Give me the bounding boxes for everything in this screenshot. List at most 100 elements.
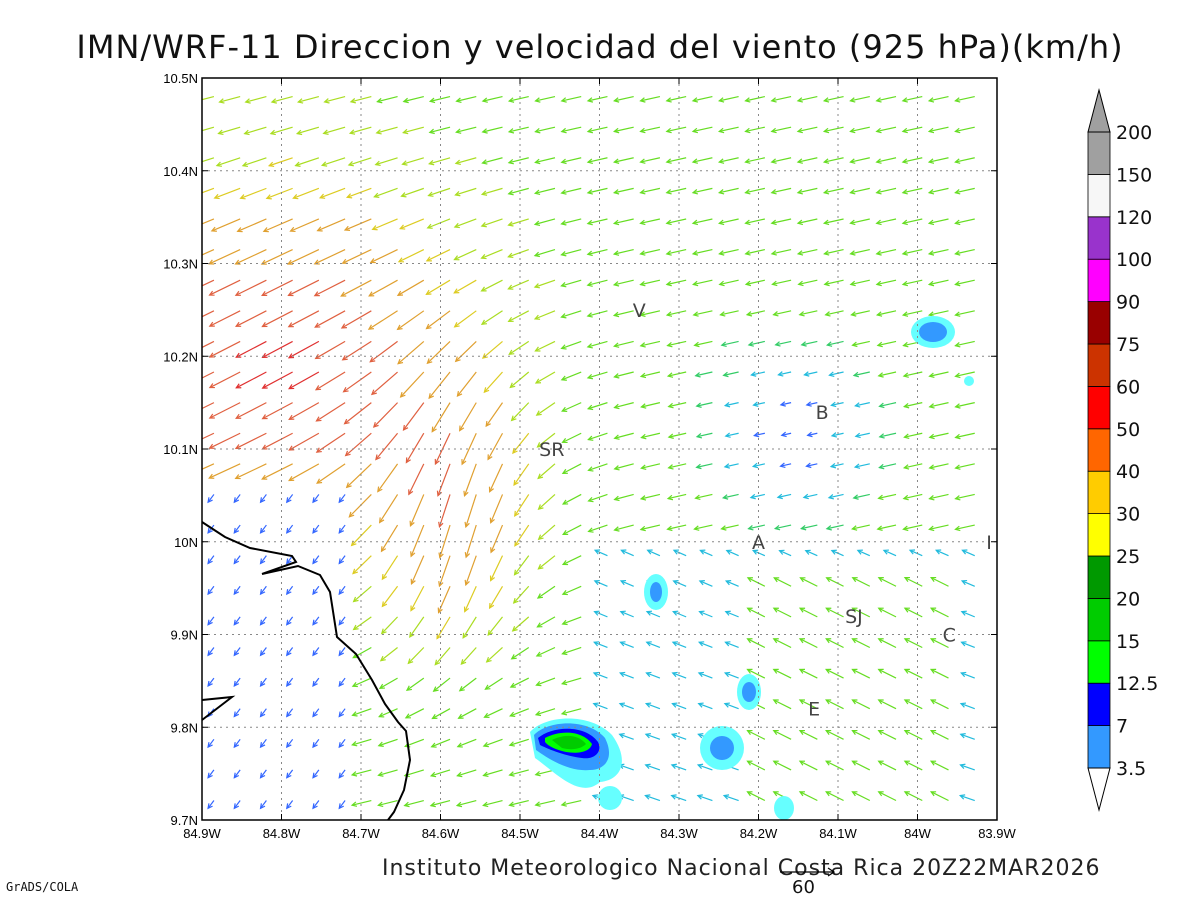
wind-arrow [587,463,608,472]
wind-arrow [312,708,320,718]
wind-arrow [208,249,241,265]
wind-arrow [672,610,687,618]
wind-arrow [927,249,949,256]
wind-arrow [482,799,503,808]
wind-arrow [875,218,897,226]
wind-arrow [856,549,871,557]
lon-tick-label: 83.9W [978,826,1016,841]
wind-arrow [456,371,477,398]
wind-arrow [507,157,529,165]
wind-arrow [825,699,844,710]
wind-arrow [350,769,372,777]
wind-arrow [509,708,529,717]
wind-arrow [772,760,792,771]
wind-arrow [481,157,503,165]
lat-tick-label: 10.1N [163,442,198,457]
wind-arrow [312,585,320,596]
wind-arrow [370,371,398,396]
wind-arrow [369,249,398,264]
wind-arrow [514,494,530,517]
wind-arrow [261,371,293,389]
wind-arrow [772,310,792,317]
wind-arrow [849,249,870,256]
wind-arrow [805,462,818,469]
wind-arrow [672,549,687,557]
wind-arrow [586,371,608,380]
wind-arrow [744,157,765,164]
wind-arrow [561,402,582,412]
wind-arrow [800,340,818,347]
wind-arrow [438,524,451,559]
wind-arrow [202,249,215,256]
wind-arrow [877,668,897,679]
wind-arrow [560,249,582,257]
colorbar-label: 50 [1116,419,1140,441]
wind-arrow [561,493,582,505]
wind-arrow [425,310,451,330]
wind-arrow [697,702,713,710]
wind-arrow [233,738,241,749]
wind-arrow [285,616,294,626]
location-a: A [752,532,765,554]
wind-arrow [586,279,608,287]
wind-arrow [587,524,608,533]
colorbar-lower-triangle [1087,767,1111,812]
wind-arrow [822,218,844,226]
wind-arrow [262,218,293,233]
wind-arrow [481,126,503,134]
wind-arrow [507,218,529,227]
wind-arrow [618,763,634,771]
wind-arrow [927,95,949,103]
wind-arrow [875,310,897,317]
wind-arrow [770,157,792,164]
wind-arrow [338,647,346,657]
lat-tick-label: 10.2N [163,349,198,364]
wind-arrow [270,95,293,104]
wind-arrow [208,279,241,296]
wind-arrow [537,463,556,480]
wind-arrow [586,218,608,226]
wind-arrow [724,641,739,649]
wind-arrow [902,524,923,532]
location-e: E [808,699,820,721]
wind-arrow [746,729,766,740]
wind-arrow [208,432,241,449]
wind-arrow [776,493,792,500]
wind-arrow [207,800,215,810]
wind-arrow [397,249,425,263]
wind-arrow [401,157,424,166]
wind-arrow [560,799,582,807]
wind-arrow [288,463,320,482]
wind-arrow [285,738,294,749]
wind-arrow [666,340,687,348]
wind-arrow [210,218,241,232]
reference-vector [780,867,836,877]
wind-arrow [561,432,582,444]
colorbar-label: 20 [1116,588,1140,610]
wind-arrow [849,218,870,226]
wind-arrow [954,402,975,409]
shade-blob [598,786,622,810]
wind-arrow [747,340,765,347]
lon-tick-label: 84.4W [581,826,619,841]
wind-arrow [408,463,425,496]
wind-arrow [507,126,529,134]
location-sj: SJ [845,606,863,628]
wind-arrow [340,279,372,297]
wind-arrow [483,371,503,394]
wind-arrow [878,463,897,470]
wind-arrow [341,249,372,264]
wind-arrow [352,646,372,659]
wind-arrow [481,95,503,103]
wind-arrow [954,371,975,379]
colorbar: 3.5 7 12.5 15 20 25 30 40 50 60 75 90 100 120 150 200 [1087,88,1158,812]
wind-arrow [692,279,713,287]
wind-arrow [410,524,425,558]
wind-arrow [851,638,871,649]
location-sr: SR [539,439,564,461]
wind-arrow [882,549,897,557]
wind-arrow [746,638,766,649]
wind-arrow [586,126,608,134]
wind-arrow [724,432,739,438]
wind-arrow [288,371,320,390]
